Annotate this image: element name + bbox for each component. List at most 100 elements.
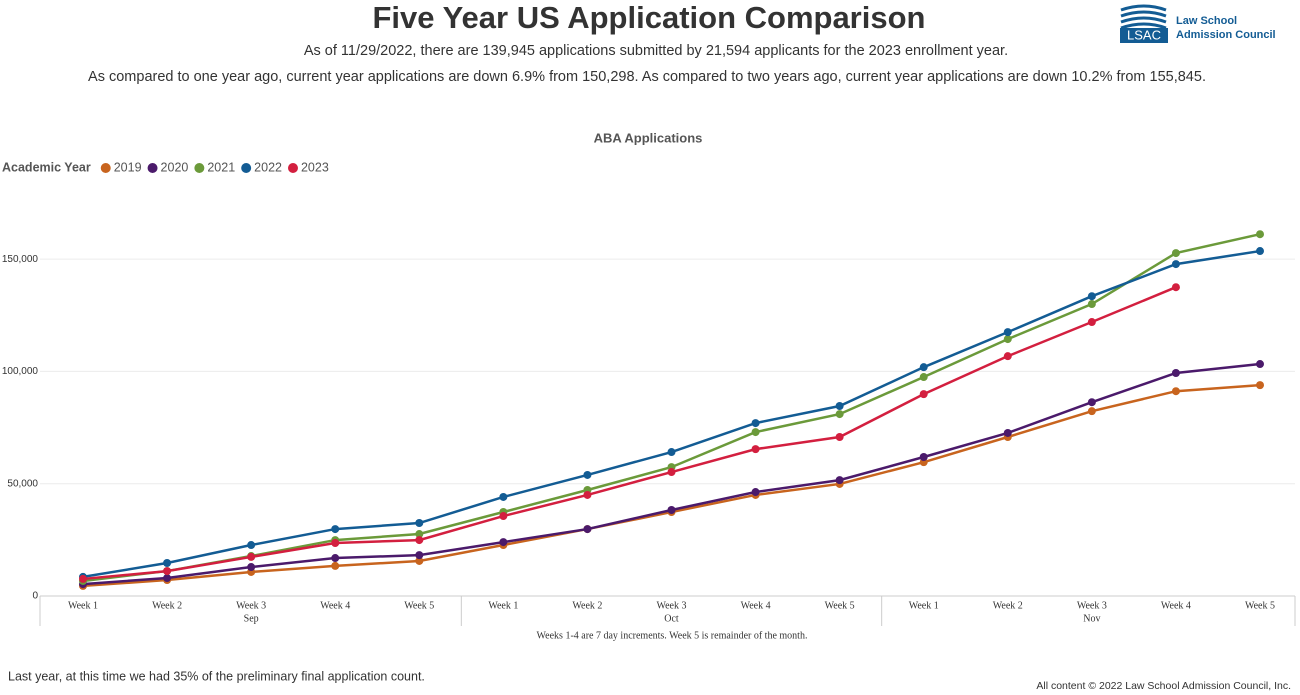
data-point [667,448,676,457]
logo: LSAC Law School Admission Council [1120,4,1276,43]
data-point [163,574,172,583]
chart-title: ABA Applications [594,130,703,145]
legend-marker [241,163,252,173]
data-point [1003,428,1012,437]
legend-title: Academic Year [2,160,91,174]
data-point [163,567,172,576]
data-point [1256,381,1264,390]
data-point [415,536,424,545]
data-point [247,563,256,572]
legend-marker [194,163,205,173]
x-tick-label: Week 3 [1077,600,1107,611]
data-point [499,512,508,521]
data-point [499,492,508,501]
data-point [751,419,760,428]
group-label: Oct [664,613,679,624]
data-point [1256,360,1264,369]
data-point [583,490,592,499]
logo-text: Law School [1176,15,1237,27]
x-tick-label: Week 1 [909,600,939,611]
logo-text: Admission Council [1176,29,1276,41]
data-point [835,402,844,411]
data-point [499,538,508,547]
x-tick-label: Week 1 [488,600,518,611]
data-point [919,452,928,461]
x-tick-label: Week 4 [320,600,350,611]
data-point [835,410,844,419]
data-point [415,519,424,528]
logo-box [1120,28,1168,43]
legend-marker [147,163,158,173]
x-tick-label: Week 5 [825,600,855,611]
x-tick-label: Week 2 [993,600,1023,611]
comparison: As compared to one year ago, current yea… [88,69,1206,85]
data-point [1171,260,1180,269]
data-point [667,505,676,514]
x-tick-label: Week 5 [404,600,434,611]
data-point [331,539,340,548]
data-point [1003,335,1012,344]
series-line [82,232,1261,583]
logo-mark [1120,4,1167,30]
x-tick-label: Week 2 [152,600,182,611]
data-point [1256,230,1264,239]
data-point [1171,387,1180,396]
copyright: All content © 2022 Law School Admission … [1036,680,1291,692]
data-point [163,558,172,567]
legend-label: 2021 [207,160,235,174]
x-tick-label: Week 3 [656,600,686,611]
data-point [919,390,928,399]
footer-note: Last year, at this time we had 35% of th… [8,669,425,683]
x-tick-label: Week 5 [1245,600,1275,611]
data-point [415,551,424,560]
y-tick-label: 100,000 [2,366,39,377]
x-tick-label: Week 2 [572,600,602,611]
legend-label: 2023 [301,160,329,174]
data-point [835,433,844,442]
subtitle: As of 11/29/2022, there are 139,945 appl… [304,43,1008,59]
legend-marker [100,163,111,173]
group-label: Sep [244,613,259,624]
data-point [1003,328,1012,337]
y-tick-label: 150,000 [2,254,39,265]
data-point [1087,318,1096,327]
page-title: Five Year US Application Comparison [373,0,926,35]
data-point [1171,283,1180,292]
data-point [751,428,760,437]
series-line [82,286,1177,581]
data-point [1003,352,1012,361]
data-point [1256,247,1264,256]
legend-marker [287,163,298,173]
data-point [919,373,928,382]
data-point [583,525,592,534]
legend-label: 2020 [161,160,189,174]
data-point [835,476,844,485]
logo-abbr: LSAC [1127,27,1161,42]
axis-note: Weeks 1-4 are 7 day increments. Week 5 i… [537,630,808,641]
data-point [79,574,87,583]
data-point [331,554,340,563]
data-point [583,470,592,479]
data-point [1171,369,1180,378]
data-point [751,488,760,497]
legend-label: 2022 [254,160,282,174]
x-tick-label: Week 1 [68,600,98,611]
data-point [247,541,256,550]
x-tick-label: Week 4 [1161,600,1191,611]
legend-label: 2019 [114,160,142,174]
data-point [1087,292,1096,301]
y-tick-label: 0 [32,591,38,602]
data-point [1087,300,1096,309]
group-label: Nov [1083,613,1100,624]
data-point [919,363,928,372]
y-tick-label: 50,000 [7,478,38,489]
x-tick-label: Week 3 [236,600,266,611]
data-point [667,468,676,477]
data-point [331,525,340,534]
data-point [1087,407,1096,416]
data-point [331,561,340,570]
data-point [247,552,256,561]
data-point [1087,398,1096,407]
x-tick-label: Week 4 [741,600,771,611]
data-point [415,530,424,539]
